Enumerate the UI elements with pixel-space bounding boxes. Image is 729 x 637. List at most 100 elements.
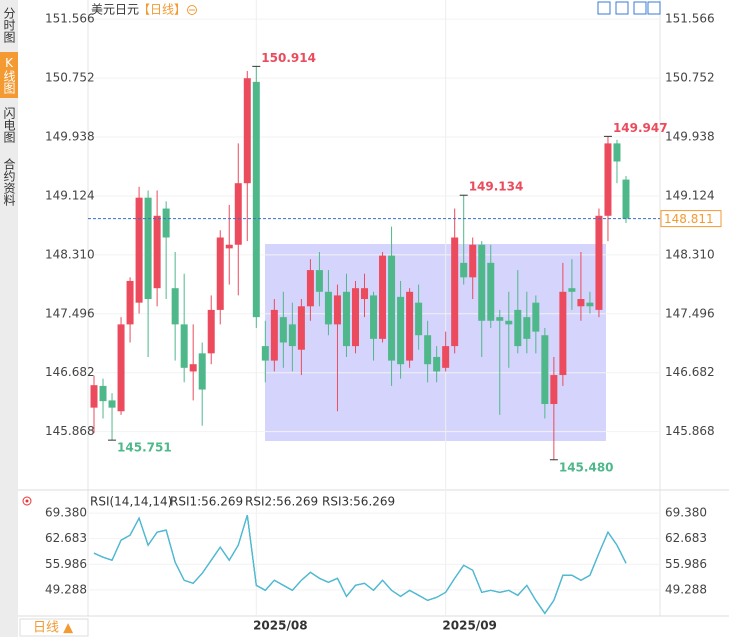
candle-body bbox=[207, 309, 215, 354]
settings-icon bbox=[25, 499, 29, 503]
candle-body bbox=[577, 299, 585, 307]
y-tick-label-right: 146.682 bbox=[665, 365, 715, 379]
toolbar bbox=[597, 1, 661, 15]
candle-body bbox=[523, 317, 531, 339]
y-tick-label: 150.752 bbox=[45, 71, 95, 85]
candle-body bbox=[397, 296, 405, 365]
candle-body bbox=[469, 244, 477, 278]
annotation: 149.947 bbox=[613, 121, 668, 135]
candle-body bbox=[108, 400, 116, 408]
candle-body bbox=[342, 291, 350, 347]
candle-body bbox=[424, 335, 432, 365]
candle-body bbox=[99, 385, 107, 402]
candle-body bbox=[198, 353, 206, 390]
y-tick-label: 145.868 bbox=[45, 424, 95, 438]
candle-body bbox=[433, 356, 441, 372]
y-tick-label: 55.986 bbox=[45, 557, 87, 571]
candle-body bbox=[622, 179, 630, 219]
tool-icon[interactable] bbox=[597, 1, 611, 15]
candle-body bbox=[180, 324, 188, 368]
y-tick-label-right: 49.288 bbox=[665, 582, 707, 596]
x-tick-label: 2025/08 bbox=[253, 619, 307, 633]
candle-body bbox=[234, 183, 242, 245]
tab[interactable]: 合约资料 bbox=[2, 158, 16, 206]
candle-body bbox=[315, 270, 323, 292]
candle-body bbox=[442, 346, 450, 368]
y-tick-label-right: 148.310 bbox=[665, 247, 715, 261]
candle-body bbox=[162, 208, 170, 238]
legend-entry: RSI1:56.269 bbox=[170, 495, 243, 509]
candle-body bbox=[324, 291, 332, 325]
tab-active[interactable]: K线图 bbox=[0, 52, 18, 98]
period-button[interactable] bbox=[19, 618, 89, 637]
last-price-label: 148.811 bbox=[664, 212, 714, 226]
y-tick-label-right: 147.496 bbox=[665, 306, 715, 320]
last-price-tag bbox=[660, 210, 722, 228]
candle-body bbox=[487, 262, 495, 321]
y-tick-label: 49.288 bbox=[45, 582, 87, 596]
candle-body bbox=[189, 364, 197, 372]
y-tick-label-right: 149.124 bbox=[665, 188, 715, 202]
candle-body bbox=[126, 280, 134, 325]
candle-body bbox=[505, 320, 513, 325]
annotation: 145.480 bbox=[559, 460, 614, 474]
candle-body bbox=[388, 255, 396, 361]
y-tick-label-right: 150.752 bbox=[665, 71, 715, 85]
candle-body bbox=[243, 78, 251, 184]
y-tick-label: 146.682 bbox=[45, 365, 95, 379]
rsi-title: RSI(14,14,14) bbox=[90, 495, 172, 509]
candle-body bbox=[270, 309, 278, 361]
candle-body bbox=[586, 302, 594, 307]
y-tick-label-right: 55.986 bbox=[665, 557, 707, 571]
candle-body bbox=[144, 197, 152, 300]
y-tick-label-right: 151.566 bbox=[665, 12, 715, 26]
candle-body bbox=[279, 317, 287, 343]
tab[interactable]: 闪电图 bbox=[2, 107, 16, 143]
symbol: 美元日元 bbox=[91, 3, 139, 17]
settings-icon[interactable] bbox=[22, 496, 32, 506]
sidebar: 分时图 K线图 闪电图 合约资料 bbox=[0, 0, 18, 637]
candle-body bbox=[451, 237, 459, 347]
candle-body bbox=[153, 215, 161, 289]
candle-body bbox=[361, 288, 369, 300]
candle-body bbox=[351, 288, 359, 347]
candle-body bbox=[550, 375, 558, 405]
candle-body bbox=[532, 302, 540, 332]
candle-body bbox=[478, 244, 486, 321]
candle-body bbox=[297, 306, 305, 350]
period-button-label: 日线 ▲ bbox=[33, 621, 73, 636]
annotation: 150.914 bbox=[261, 51, 316, 65]
candle-body bbox=[568, 288, 576, 292]
candle-body bbox=[261, 346, 269, 361]
collapse-icon[interactable] bbox=[187, 5, 197, 15]
candle-body bbox=[117, 324, 125, 412]
candle-body bbox=[460, 262, 468, 278]
rsi-line bbox=[93, 514, 627, 615]
y-tick-label-right: 149.938 bbox=[665, 130, 715, 144]
candle-body bbox=[613, 143, 621, 162]
y-tick-label: 148.310 bbox=[45, 247, 95, 261]
y-tick-label-right: 62.683 bbox=[665, 531, 707, 545]
tab[interactable]: 分时图 bbox=[2, 7, 16, 43]
tool-icon[interactable] bbox=[615, 1, 629, 15]
candle-body bbox=[333, 295, 341, 325]
annotation: 145.751 bbox=[117, 441, 172, 455]
candle-body bbox=[406, 291, 414, 361]
candle-body bbox=[559, 291, 567, 376]
candle-body bbox=[370, 295, 378, 339]
y-tick-label: 149.938 bbox=[45, 130, 95, 144]
candle-body bbox=[252, 81, 260, 318]
candle-body bbox=[379, 255, 387, 339]
x-tick-label: 2025/09 bbox=[442, 619, 496, 633]
period: 【日线】 bbox=[138, 3, 186, 17]
y-tick-label: 151.566 bbox=[45, 12, 95, 26]
tool-icon[interactable] bbox=[633, 1, 647, 15]
candle-body bbox=[496, 317, 504, 321]
candle-body bbox=[514, 309, 522, 347]
y-tick-label: 147.496 bbox=[45, 306, 95, 320]
tool-icon[interactable] bbox=[647, 1, 661, 15]
candle-body bbox=[171, 288, 179, 325]
candle-body bbox=[604, 143, 612, 216]
